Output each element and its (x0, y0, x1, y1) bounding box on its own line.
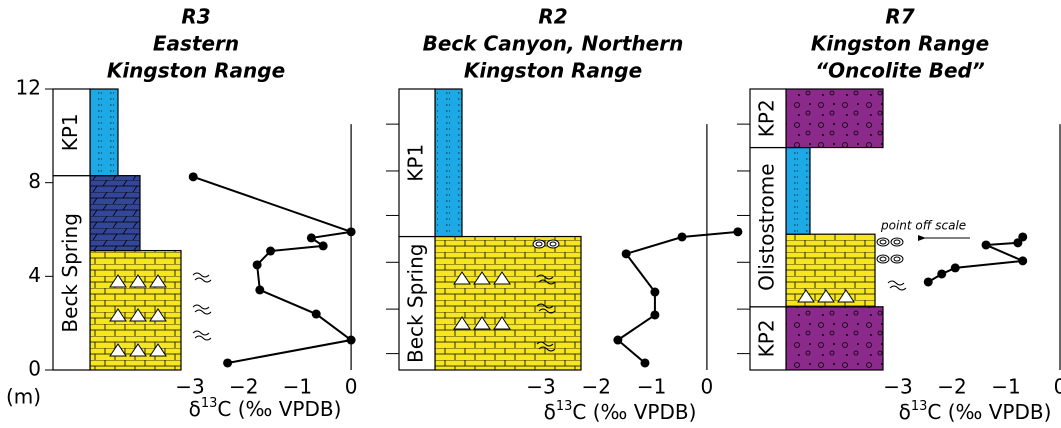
data-point (318, 241, 328, 251)
unit-box (398, 88, 436, 238)
lithology-pattern (90, 175, 140, 251)
x-tick-label: −3 (883, 375, 912, 399)
data-point (311, 309, 321, 319)
panel-title: R2 (538, 5, 567, 29)
x-axis-label-part: δ (899, 400, 911, 424)
panel-title: Kingston Range (811, 32, 989, 56)
y-tick-label: 12 (16, 76, 41, 100)
x-tick-label: −2 (937, 375, 966, 399)
data-point (621, 249, 631, 259)
unit-box (52, 175, 91, 371)
x-axis-label-part: C (‰ VPDB) (572, 400, 696, 424)
y-axis-label: (m) (6, 385, 41, 409)
x-axis-label-part: 13 (911, 399, 928, 414)
panel-title: R3 (181, 5, 210, 29)
unit-box (749, 88, 787, 149)
unit-label: Olistostrome (755, 163, 779, 290)
lithology-pattern (786, 306, 883, 370)
data-point (677, 232, 687, 242)
x-tick-label: −2 (229, 375, 258, 399)
x-axis-label-part: δ (544, 400, 556, 424)
plot-area: R3 Eastern Kingston Range Beck Spring KP1 0 4 8… (6, 5, 1061, 424)
data-point (252, 260, 262, 270)
data-point (613, 335, 623, 345)
x-axis-label-part: 13 (201, 396, 218, 411)
unit-box (749, 146, 787, 308)
data-point (937, 269, 947, 279)
data-point (266, 246, 276, 256)
panel-title: Kingston Range (107, 59, 285, 83)
x-tick-label: −1 (283, 375, 312, 399)
x-axis-label: δ13C (‰ VPDB) (899, 399, 1052, 424)
data-point (346, 335, 356, 345)
x-axis-label: δ13C (‰ VPDB) (189, 396, 342, 421)
unit-box (749, 306, 787, 371)
data-point (1018, 256, 1028, 266)
panel-title: Eastern (153, 32, 239, 56)
x-tick-label: 0 (701, 375, 714, 399)
unit-label: Beck Spring (404, 244, 428, 364)
x-tick-label: 0 (345, 375, 358, 399)
data-point (650, 287, 660, 297)
panel-title: Kingston Range (464, 59, 642, 83)
unit-label: KP2 (755, 99, 779, 137)
panel-title: Beck Canyon, Northern (423, 32, 684, 56)
y-tick-label: 8 (28, 169, 41, 193)
x-axis-label-part: C (‰ VPDB) (927, 400, 1051, 424)
data-point (188, 172, 198, 182)
unit-label: KP2 (755, 319, 779, 357)
annotation: point off scale (880, 219, 966, 233)
panel-title: “Oncolite Bed” (815, 59, 985, 83)
lithology-pattern (90, 89, 118, 176)
x-tick-label: −2 (582, 375, 611, 399)
data-point (640, 358, 650, 368)
isotope-profile (192, 175, 354, 364)
data-point (255, 285, 265, 295)
data-point (346, 227, 356, 237)
unit-label: KP1 (58, 113, 82, 151)
lithology-pattern (435, 89, 462, 237)
x-axis-label: δ13C (‰ VPDB) (544, 399, 697, 424)
data-point (223, 358, 233, 368)
symbols (109, 237, 907, 357)
data-point (981, 240, 991, 250)
x-tick-label: −1 (991, 375, 1020, 399)
y-tick-label: 0 (28, 357, 41, 381)
unit-label: Beck Spring (58, 213, 82, 333)
y-tick-label: 4 (28, 263, 41, 287)
data-point (733, 227, 743, 237)
data-point (650, 310, 660, 320)
panel-title: R7 (885, 5, 914, 29)
x-tick-label: −1 (637, 375, 666, 399)
data-point (923, 277, 933, 287)
lithology-pattern (435, 236, 581, 370)
lithology-pattern (786, 147, 810, 235)
x-axis-label-part: C (‰ VPDB) (217, 397, 341, 421)
data-point (950, 263, 960, 273)
data-point (1013, 238, 1023, 248)
unit-box (52, 88, 91, 177)
x-tick-label: 0 (1054, 375, 1061, 399)
lithology-pattern (786, 89, 883, 148)
unit-label: KP1 (404, 144, 428, 182)
x-axis-label-part: 13 (556, 399, 573, 414)
x-tick-label: −3 (526, 375, 555, 399)
lithology-pattern (786, 234, 875, 307)
data-point (306, 233, 316, 243)
isotope-profile (616, 230, 738, 364)
x-tick-label: −3 (175, 375, 204, 399)
x-axis-label-part: δ (189, 397, 201, 421)
